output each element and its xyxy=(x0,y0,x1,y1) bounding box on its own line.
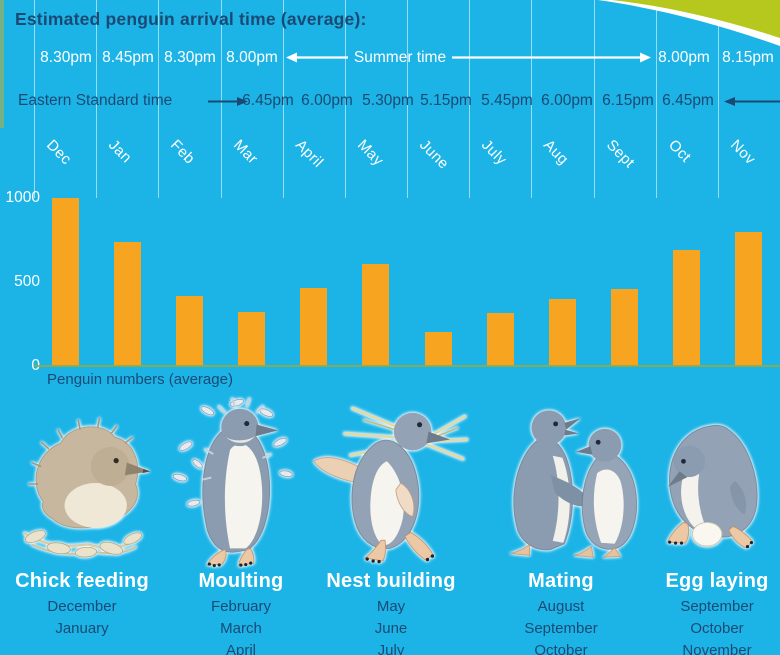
gridline xyxy=(469,0,471,198)
est-time-value: 6.15pm xyxy=(602,92,654,109)
eastern-left-arrow-icon xyxy=(724,97,780,106)
green-corner-band xyxy=(598,0,780,46)
stage-caption: Mating August September October xyxy=(471,570,651,655)
month-tick-label: June xyxy=(416,136,453,173)
stage-caption: Egg laying September October November xyxy=(627,570,780,655)
stage-title: Moulting xyxy=(198,570,284,592)
gridline xyxy=(282,0,284,198)
est-time-value: 5.15pm xyxy=(420,92,472,109)
stage-month: April xyxy=(225,642,256,655)
chart-baseline xyxy=(34,365,780,367)
stage-month: October xyxy=(534,642,588,655)
month-tick-label: Sept xyxy=(602,136,638,172)
month-tick-label: April xyxy=(291,136,327,172)
summer-right-arrow-icon xyxy=(452,52,651,63)
gridline xyxy=(344,0,346,198)
summer-time-value: 8.00pm xyxy=(658,49,710,66)
stage-month: August xyxy=(537,598,585,615)
est-time-value: 6.00pm xyxy=(541,92,593,109)
bar-june xyxy=(425,332,452,366)
stage-month: September xyxy=(680,598,754,615)
y-tick-label: 1000 xyxy=(5,189,40,206)
chick-feeding-illustration xyxy=(23,417,151,558)
stage-month-list: May June July xyxy=(301,596,481,655)
summer-time-value: 8.30pm xyxy=(164,49,216,66)
bar-may xyxy=(362,264,389,366)
gridline xyxy=(158,0,160,198)
bar-sept xyxy=(611,289,638,366)
stage-month-list: February March April xyxy=(151,596,331,655)
est-time-value: 5.45pm xyxy=(481,92,533,109)
summer-time-value: 8.00pm xyxy=(226,49,278,66)
nest-building-illustration xyxy=(313,406,468,564)
summer-time-value: 8.15pm xyxy=(722,49,774,66)
stage-month-list: December January xyxy=(0,596,172,640)
bar-oct xyxy=(673,250,700,366)
bar-jan xyxy=(114,242,141,366)
month-tick-label: Dec xyxy=(43,136,75,169)
stage-title: Nest building xyxy=(326,570,456,592)
stage-month: May xyxy=(376,598,406,615)
bar-nov xyxy=(735,232,762,366)
stage-title: Egg laying xyxy=(665,570,769,592)
bar-july xyxy=(487,313,514,366)
month-tick-label: May xyxy=(353,136,387,170)
bar-dec xyxy=(52,198,79,366)
moulting-illustration xyxy=(172,397,293,568)
gridline xyxy=(655,0,657,198)
stage-caption: Nest building May June July xyxy=(301,570,481,655)
egg-laying-illustration xyxy=(667,424,758,549)
month-tick-label: Oct xyxy=(664,136,695,166)
mating-illustration xyxy=(510,410,638,558)
stage-month: November xyxy=(682,642,752,655)
bar-mar xyxy=(238,312,265,366)
est-time-value: 6.45pm xyxy=(242,92,294,109)
gridline xyxy=(34,0,35,198)
gridline xyxy=(407,0,408,198)
summer-time-label: Summer time xyxy=(353,49,447,66)
stage-caption: Moulting February March April xyxy=(151,570,331,655)
stage-title: Chick feeding xyxy=(15,570,149,592)
gridline xyxy=(220,0,222,198)
stage-month: July xyxy=(377,642,405,655)
stage-caption: Chick feeding December January xyxy=(0,570,172,640)
month-tick-label: Nov xyxy=(726,136,759,169)
month-tick-label: Mar xyxy=(229,136,261,168)
stage-month: September xyxy=(524,620,598,637)
est-time-value: 6.00pm xyxy=(301,92,353,109)
eastern-standard-label: Eastern Standard time xyxy=(18,92,173,109)
stage-month-list: September October November xyxy=(627,596,780,655)
stage-month: March xyxy=(220,620,262,637)
stage-month: January xyxy=(55,620,109,637)
month-tick-label: Aug xyxy=(540,136,573,169)
summer-time-value: 8.45pm xyxy=(102,49,154,66)
bar-april xyxy=(300,288,327,366)
gridline xyxy=(531,0,533,198)
y-tick-label: 500 xyxy=(14,273,40,290)
page-title: Estimated penguin arrival time (average)… xyxy=(15,9,367,29)
est-time-value: 6.45pm xyxy=(662,92,714,109)
left-edge-accent xyxy=(0,0,4,128)
gridline xyxy=(593,0,595,198)
stage-month: October xyxy=(690,620,744,637)
summer-left-arrow-icon xyxy=(286,52,348,63)
gridline xyxy=(717,0,719,198)
chart-x-label: Penguin numbers (average) xyxy=(47,371,233,388)
month-tick-label: Jan xyxy=(105,136,136,167)
stage-month: June xyxy=(374,620,408,637)
bar-feb xyxy=(176,296,203,366)
gridline xyxy=(96,0,98,198)
month-tick-label: Feb xyxy=(167,136,199,168)
eastern-right-arrow-icon xyxy=(208,97,248,106)
bar-aug xyxy=(549,299,576,366)
est-time-value: 5.30pm xyxy=(362,92,414,109)
stage-title: Mating xyxy=(528,570,594,592)
summer-time-value: 8.30pm xyxy=(40,49,92,66)
stage-month: February xyxy=(210,598,272,615)
stage-month-list: August September October xyxy=(471,596,651,655)
stage-month: December xyxy=(47,598,117,615)
month-tick-label: July xyxy=(478,136,511,169)
